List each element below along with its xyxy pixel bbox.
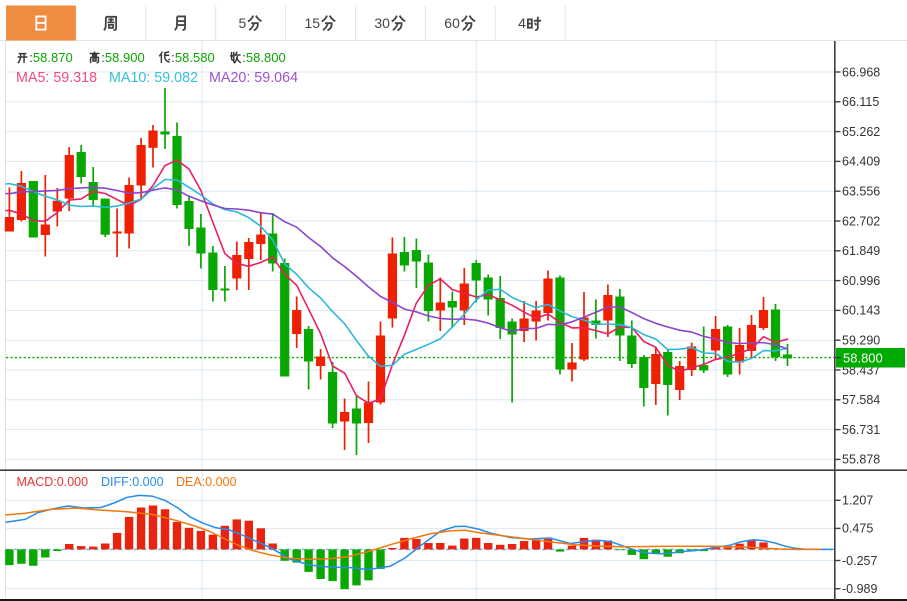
svg-text:65.262: 65.262	[842, 125, 880, 139]
svg-text:64.409: 64.409	[842, 155, 880, 169]
svg-text:4: 4	[518, 15, 526, 31]
svg-text:-0.989: -0.989	[842, 582, 877, 596]
svg-text:66.115: 66.115	[842, 95, 879, 109]
svg-text:58.800: 58.800	[843, 350, 883, 365]
svg-text:60.996: 60.996	[842, 274, 880, 288]
svg-text:57.584: 57.584	[842, 393, 880, 407]
svg-text:-0.257: -0.257	[842, 554, 877, 568]
svg-text:0.475: 0.475	[842, 522, 873, 536]
svg-text:61.849: 61.849	[842, 244, 880, 258]
svg-text:66.968: 66.968	[842, 65, 880, 79]
svg-text:15: 15	[305, 15, 321, 31]
svg-text:1.207: 1.207	[842, 494, 873, 508]
svg-text:55.878: 55.878	[842, 453, 880, 467]
svg-text:60.143: 60.143	[842, 304, 880, 318]
svg-text:62.702: 62.702	[842, 214, 880, 228]
svg-text:63.556: 63.556	[842, 185, 880, 199]
svg-text:59.290: 59.290	[842, 334, 880, 348]
svg-text:60: 60	[444, 15, 460, 31]
svg-text:56.731: 56.731	[842, 423, 880, 437]
svg-text::58.870:58.900:58.580:58.800: :58.870:58.900:58.580:58.800	[29, 50, 285, 65]
svg-text:5: 5	[239, 15, 247, 31]
svg-text:30: 30	[374, 15, 390, 31]
